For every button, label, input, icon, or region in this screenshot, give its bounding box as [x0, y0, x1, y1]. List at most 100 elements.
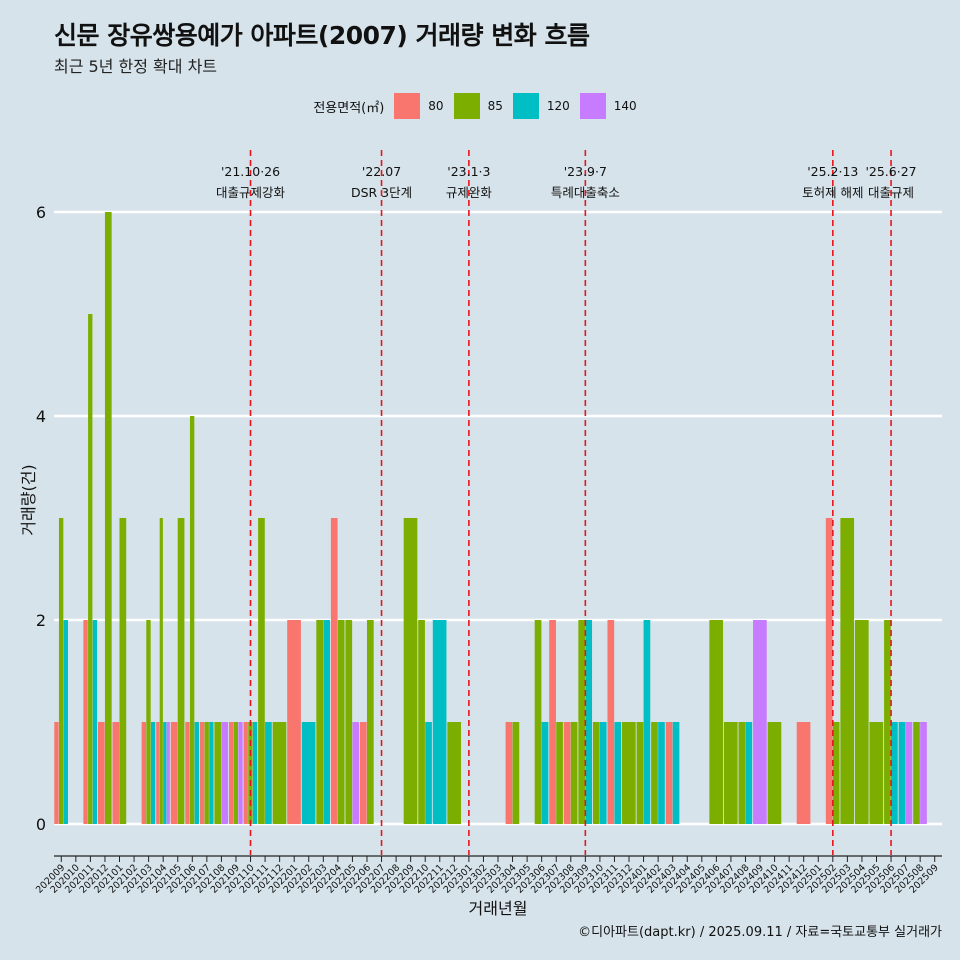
bar-80-202012: [97, 722, 105, 824]
bar-80-202101: [112, 722, 120, 824]
bar-80-202403: [665, 722, 673, 824]
chart-title: 신문 장유쌍용예가 아파트(2007) 거래량 변화 흐름: [54, 21, 590, 50]
bar-120-202210: [425, 722, 432, 824]
bar-120-202311: [614, 722, 622, 824]
bar-85-202206: [366, 620, 374, 824]
legend-item-80: 80: [394, 93, 444, 119]
bar-120-202408: [745, 722, 753, 824]
bar-80-202103: [141, 722, 146, 824]
bar-85-202406: [709, 620, 724, 824]
bar-85-202312: [622, 722, 636, 824]
bar-85-202106: [189, 416, 195, 824]
bar-120-202103: [150, 722, 156, 824]
event-date: '25.2·13: [807, 164, 858, 179]
bar-85-202101: [119, 518, 127, 824]
bar-80-202110: [243, 722, 248, 824]
bar-140-202409: [753, 620, 767, 824]
bar-120-202402: [658, 722, 665, 824]
y-tick-label: 6: [36, 203, 46, 222]
source-caption: ©디아파트(dapt.kr) / 2025.09.11 / 자료=국토교통부 실…: [578, 925, 942, 940]
bar-120-202401: [643, 620, 651, 824]
bar-80-202206: [359, 722, 367, 824]
bar-80-202011: [83, 620, 88, 824]
bar-85-202502: [832, 722, 840, 824]
legend-label: 140: [613, 99, 637, 113]
legend-item-140: 140: [579, 93, 637, 119]
bar-85-202505: [869, 722, 884, 824]
bar-85-202210: [418, 620, 425, 824]
event-label: 대출규제강화: [216, 185, 286, 200]
bar-85-202504: [854, 620, 869, 824]
bar-80-202107: [199, 722, 205, 824]
event-date: '22.07: [362, 164, 401, 179]
bar-85-202112: [272, 722, 287, 824]
chart-subtitle: 최근 5년 한정 확대 차트: [54, 57, 218, 76]
legend-swatch: [453, 93, 480, 119]
y-axis-label: 거래량(건): [19, 464, 38, 535]
legend-label: 85: [487, 99, 503, 113]
bar-140-202109: [238, 722, 243, 824]
legend-label: 80: [428, 99, 444, 113]
bar-85-202107: [204, 722, 209, 824]
bar-85-202209: [403, 518, 418, 824]
event-date: '21.10·26: [221, 164, 280, 179]
bar-80-202106: [185, 722, 190, 824]
bar-120-202110: [252, 722, 258, 824]
event-label: 규제완화: [446, 185, 493, 200]
bar-85-202310: [592, 722, 600, 824]
bar-85-202508: [913, 722, 920, 824]
bar-120-202009: [63, 620, 68, 824]
bar-80-202307: [549, 620, 556, 824]
bar-80-202009: [54, 722, 59, 824]
bar-80-202308: [563, 722, 571, 824]
legend-swatch: [512, 93, 539, 119]
bar-85-202402: [651, 722, 658, 824]
y-tick-label: 2: [36, 611, 46, 630]
event-lines: '21.10·26 대출규제강화 '22.07 DSR 3단계 '23.1·3 규제완화 '…: [216, 150, 917, 855]
event-date: '23.1·3: [447, 164, 490, 179]
event-label: 특례대출축소: [551, 185, 620, 200]
bar-85-202011: [88, 314, 93, 824]
legend-title: 전용면적(㎡): [313, 100, 385, 116]
bar-120-202203: [323, 620, 330, 824]
bar-140-202205: [352, 722, 360, 824]
legend-swatch: [579, 93, 606, 119]
bar-85-202407: [723, 722, 738, 824]
bar-120-202403: [672, 722, 680, 824]
bar-80-202311: [607, 620, 615, 824]
bar-120-202306: [541, 722, 549, 824]
bar-85-202105: [177, 518, 185, 824]
x-axis-label: 거래년월: [469, 899, 528, 918]
bar-85-202012: [104, 212, 112, 824]
bar-85-202212: [447, 722, 462, 824]
bar-85-202503: [840, 518, 855, 824]
bar-85-202408: [738, 722, 746, 824]
bar-85-202108: [214, 722, 222, 824]
bar-120-202106: [194, 722, 199, 824]
bar-120-202104: [163, 722, 167, 824]
legend: 전용면적(㎡) 80 85 120 140: [0, 93, 960, 119]
bar-120-202202: [301, 722, 316, 824]
bar-120-202107: [209, 722, 214, 824]
event-date: '25.6·27: [865, 164, 916, 179]
bar-120-202310: [599, 722, 607, 824]
event-label: DSR 3단계: [351, 185, 412, 200]
bar-80-202502: [825, 518, 833, 824]
bar-140-202507: [905, 722, 913, 824]
legend-label: 120: [546, 99, 570, 113]
bar-85-202111: [258, 518, 265, 824]
event-label: 대출규제: [868, 185, 914, 200]
bar-85-202009: [58, 518, 64, 824]
bar-85-202308: [570, 722, 578, 824]
bar-120-202507: [898, 722, 906, 824]
bar-80-202104: [156, 722, 160, 824]
bar-85-202306: [534, 620, 542, 824]
bar-80-202304: [505, 722, 513, 824]
bar-80-202109: [228, 722, 234, 824]
bar-120-202506: [891, 722, 898, 824]
bar-85-202103: [146, 620, 151, 824]
bar-85-202410: [767, 722, 782, 824]
bar-80-202412: [796, 722, 811, 824]
bar-85-202304: [512, 722, 520, 824]
